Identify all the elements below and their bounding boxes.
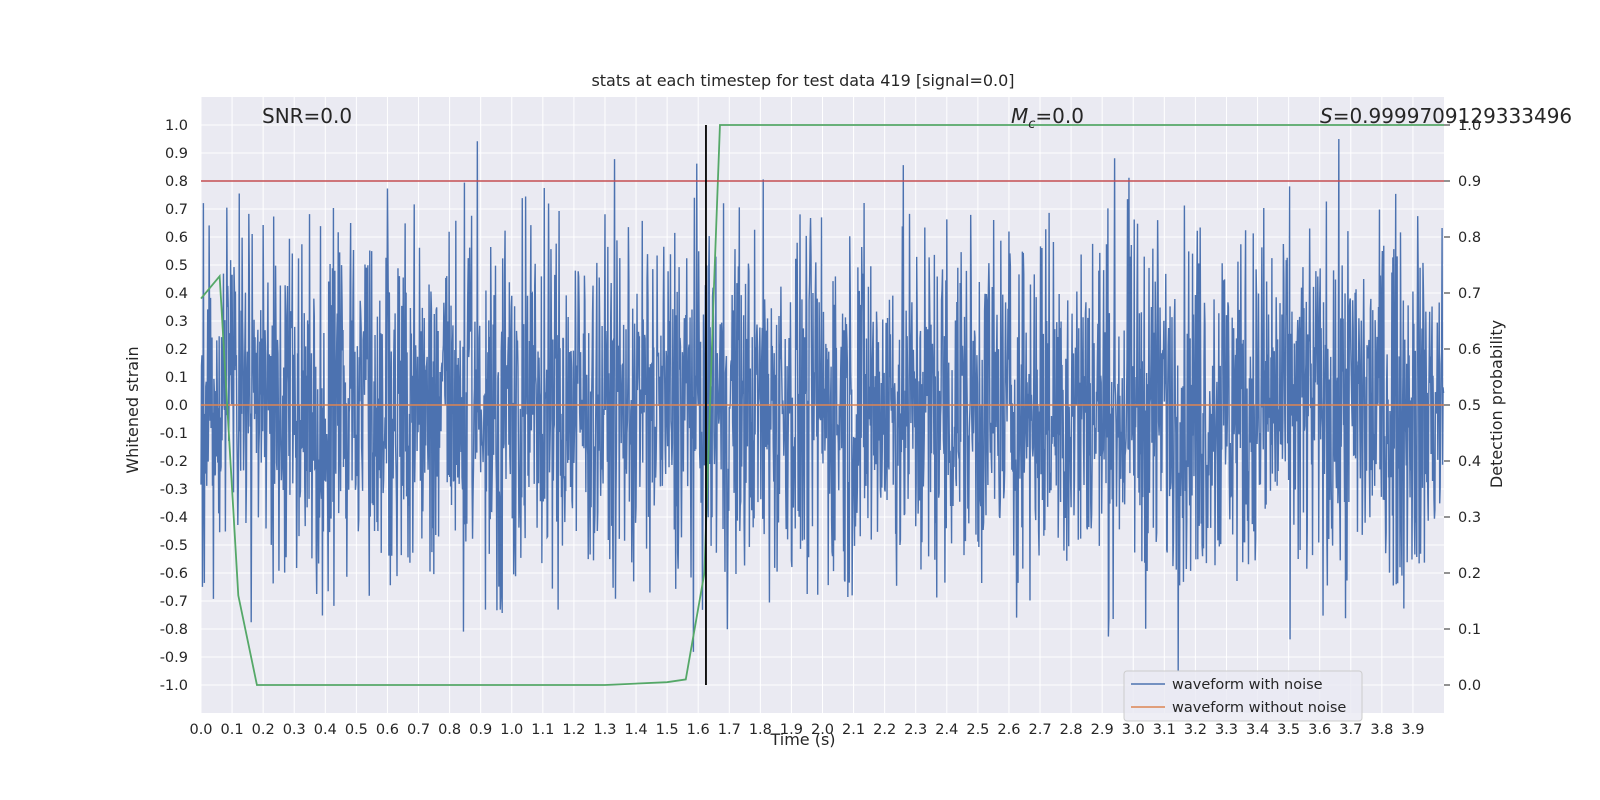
chirp-mass-subscript: c bbox=[1028, 117, 1035, 132]
x-tick-label: 1.5 bbox=[656, 722, 679, 738]
score-value: =0.9999709129333496 bbox=[1333, 104, 1572, 128]
score-symbol: S bbox=[1320, 104, 1333, 128]
y-tick-label: -0.3 bbox=[160, 482, 188, 498]
x-tick-label: 3.1 bbox=[1153, 722, 1176, 738]
x-tick-label: 1.4 bbox=[625, 722, 648, 738]
x-tick-label: 2.8 bbox=[1060, 722, 1083, 738]
legend-box bbox=[1123, 670, 1363, 722]
y-tick-label: 0.3 bbox=[165, 314, 188, 330]
x-tick-label: 0.7 bbox=[407, 722, 430, 738]
y-tick-label: 0.1 bbox=[165, 370, 188, 386]
x-tick-label: 0.0 bbox=[189, 722, 212, 738]
y2-tick-label: 0.7 bbox=[1458, 286, 1481, 302]
y-tick-label: 0.4 bbox=[165, 286, 188, 302]
y-tick-label: 0.5 bbox=[165, 258, 188, 274]
y2-tick-label: 0.1 bbox=[1458, 622, 1481, 638]
chirp-mass-annotation: Mc=0.0 bbox=[1011, 104, 1084, 132]
x-tick-label: 2.4 bbox=[935, 722, 958, 738]
y-tick-label: 1.0 bbox=[165, 118, 188, 134]
x-tick-label: 1.0 bbox=[500, 722, 523, 738]
y-tick-label: 0.9 bbox=[165, 146, 188, 162]
y2-tick-label: 0.4 bbox=[1458, 454, 1481, 470]
y2-tick-label: 0.9 bbox=[1458, 174, 1481, 190]
y-tick-label: 0.6 bbox=[165, 230, 188, 246]
chirp-mass-value: =0.0 bbox=[1035, 104, 1084, 128]
y2-tick-label: 0.3 bbox=[1458, 510, 1481, 526]
y-tick-label: -0.1 bbox=[160, 426, 188, 442]
x-tick-label: 0.2 bbox=[252, 722, 275, 738]
x-tick-label: 1.6 bbox=[687, 722, 710, 738]
x-tick-label: 2.2 bbox=[873, 722, 896, 738]
x-tick-label: 0.3 bbox=[283, 722, 306, 738]
y-tick-label: 0.8 bbox=[165, 174, 188, 190]
x-tick-label: 3.2 bbox=[1184, 722, 1207, 738]
y-tick-label: -0.5 bbox=[160, 538, 188, 554]
x-tick-label: 2.5 bbox=[966, 722, 989, 738]
y-tick-label: -0.6 bbox=[160, 566, 188, 582]
x-tick-label: 3.4 bbox=[1246, 722, 1269, 738]
y-tick-label: -0.7 bbox=[160, 594, 188, 610]
x-tick-label: 3.7 bbox=[1339, 722, 1362, 738]
x-tick-label: 0.6 bbox=[376, 722, 399, 738]
y2-tick-label: 0.5 bbox=[1458, 398, 1481, 414]
y-tick-label: 0.7 bbox=[165, 202, 188, 218]
y2-tick-label: 0.2 bbox=[1458, 566, 1481, 582]
x-tick-label: 0.4 bbox=[314, 722, 337, 738]
x-tick-label: 1.7 bbox=[718, 722, 741, 738]
y-tick-label: -0.9 bbox=[160, 650, 188, 666]
x-tick-label: 3.5 bbox=[1277, 722, 1300, 738]
x-tick-label: 2.3 bbox=[904, 722, 927, 738]
x-tick-label: 3.9 bbox=[1401, 722, 1424, 738]
x-tick-label: 3.0 bbox=[1122, 722, 1145, 738]
chirp-mass-symbol: M bbox=[1011, 104, 1028, 128]
y-ticks: 1.0 0.9 0.8 0.7 0.6 0.5 0.4 0.3 0.2 0.1 0.0 -0.1 -0.… bbox=[160, 118, 188, 694]
x-tick-label: 3.3 bbox=[1215, 722, 1238, 738]
x-tick-label: 1.3 bbox=[593, 722, 616, 738]
x-axis-label: Time (s) bbox=[769, 730, 835, 749]
x-tick-label: 1.2 bbox=[562, 722, 585, 738]
x-tick-label: 3.6 bbox=[1308, 722, 1331, 738]
score-annotation: S=0.9999709129333496 bbox=[1320, 104, 1572, 128]
x-tick-label: 3.8 bbox=[1370, 722, 1393, 738]
x-tick-label: 2.7 bbox=[1028, 722, 1051, 738]
snr-annotation: SNR=0.0 bbox=[262, 104, 352, 128]
x-tick-label: 1.1 bbox=[531, 722, 554, 738]
x-tick-label: 1.8 bbox=[749, 722, 772, 738]
y2-tick-label: 0.6 bbox=[1458, 342, 1481, 358]
y-axis-label: Whitened strain bbox=[123, 346, 142, 473]
y-tick-label: 0.0 bbox=[165, 398, 188, 414]
y-tick-label: -0.4 bbox=[160, 510, 188, 526]
plot-area bbox=[200, 124, 1445, 686]
x-tick-label: 0.5 bbox=[345, 722, 368, 738]
y2-tick-label: 1.0 bbox=[1458, 118, 1481, 134]
x-tick-label: 0.1 bbox=[221, 722, 244, 738]
x-tick-label: 0.8 bbox=[438, 722, 461, 738]
y2-axis-label: Detection probability bbox=[1487, 320, 1506, 488]
x-tick-label: 2.6 bbox=[997, 722, 1020, 738]
y-tick-label: -0.2 bbox=[160, 454, 188, 470]
series-detection-probability bbox=[200, 124, 1444, 686]
legend-label-noise: waveform with noise bbox=[1172, 677, 1323, 693]
y2-ticks: 1.0 0.9 0.8 0.7 0.6 0.5 0.4 0.3 0.2 0.1 0.0 bbox=[1444, 118, 1481, 694]
y2-tick-label: 0.8 bbox=[1458, 230, 1481, 246]
x-tick-label: 2.1 bbox=[842, 722, 865, 738]
x-ticks: 0.0 0.1 0.2 0.3 0.4 0.5 0.6 0.7 0.8 0.9 1.0 1.1 1.2 1… bbox=[189, 722, 1424, 738]
x-tick-label: 0.9 bbox=[469, 722, 492, 738]
legend: waveform with noise waveform without noi… bbox=[1123, 670, 1363, 722]
x-tick-label: 2.0 bbox=[811, 722, 834, 738]
y2-tick-label: 0.0 bbox=[1458, 678, 1481, 694]
series-waveform-with-noise bbox=[200, 138, 1445, 672]
legend-label-clean: waveform without noise bbox=[1172, 700, 1346, 716]
y-tick-label: -1.0 bbox=[160, 678, 188, 694]
y-tick-label: 0.2 bbox=[165, 342, 188, 358]
chart-title: stats at each timestep for test data 419… bbox=[591, 71, 1014, 90]
x-tick-label: 2.9 bbox=[1091, 722, 1114, 738]
y-tick-label: -0.8 bbox=[160, 622, 188, 638]
x-tick-label: 1.9 bbox=[780, 722, 803, 738]
